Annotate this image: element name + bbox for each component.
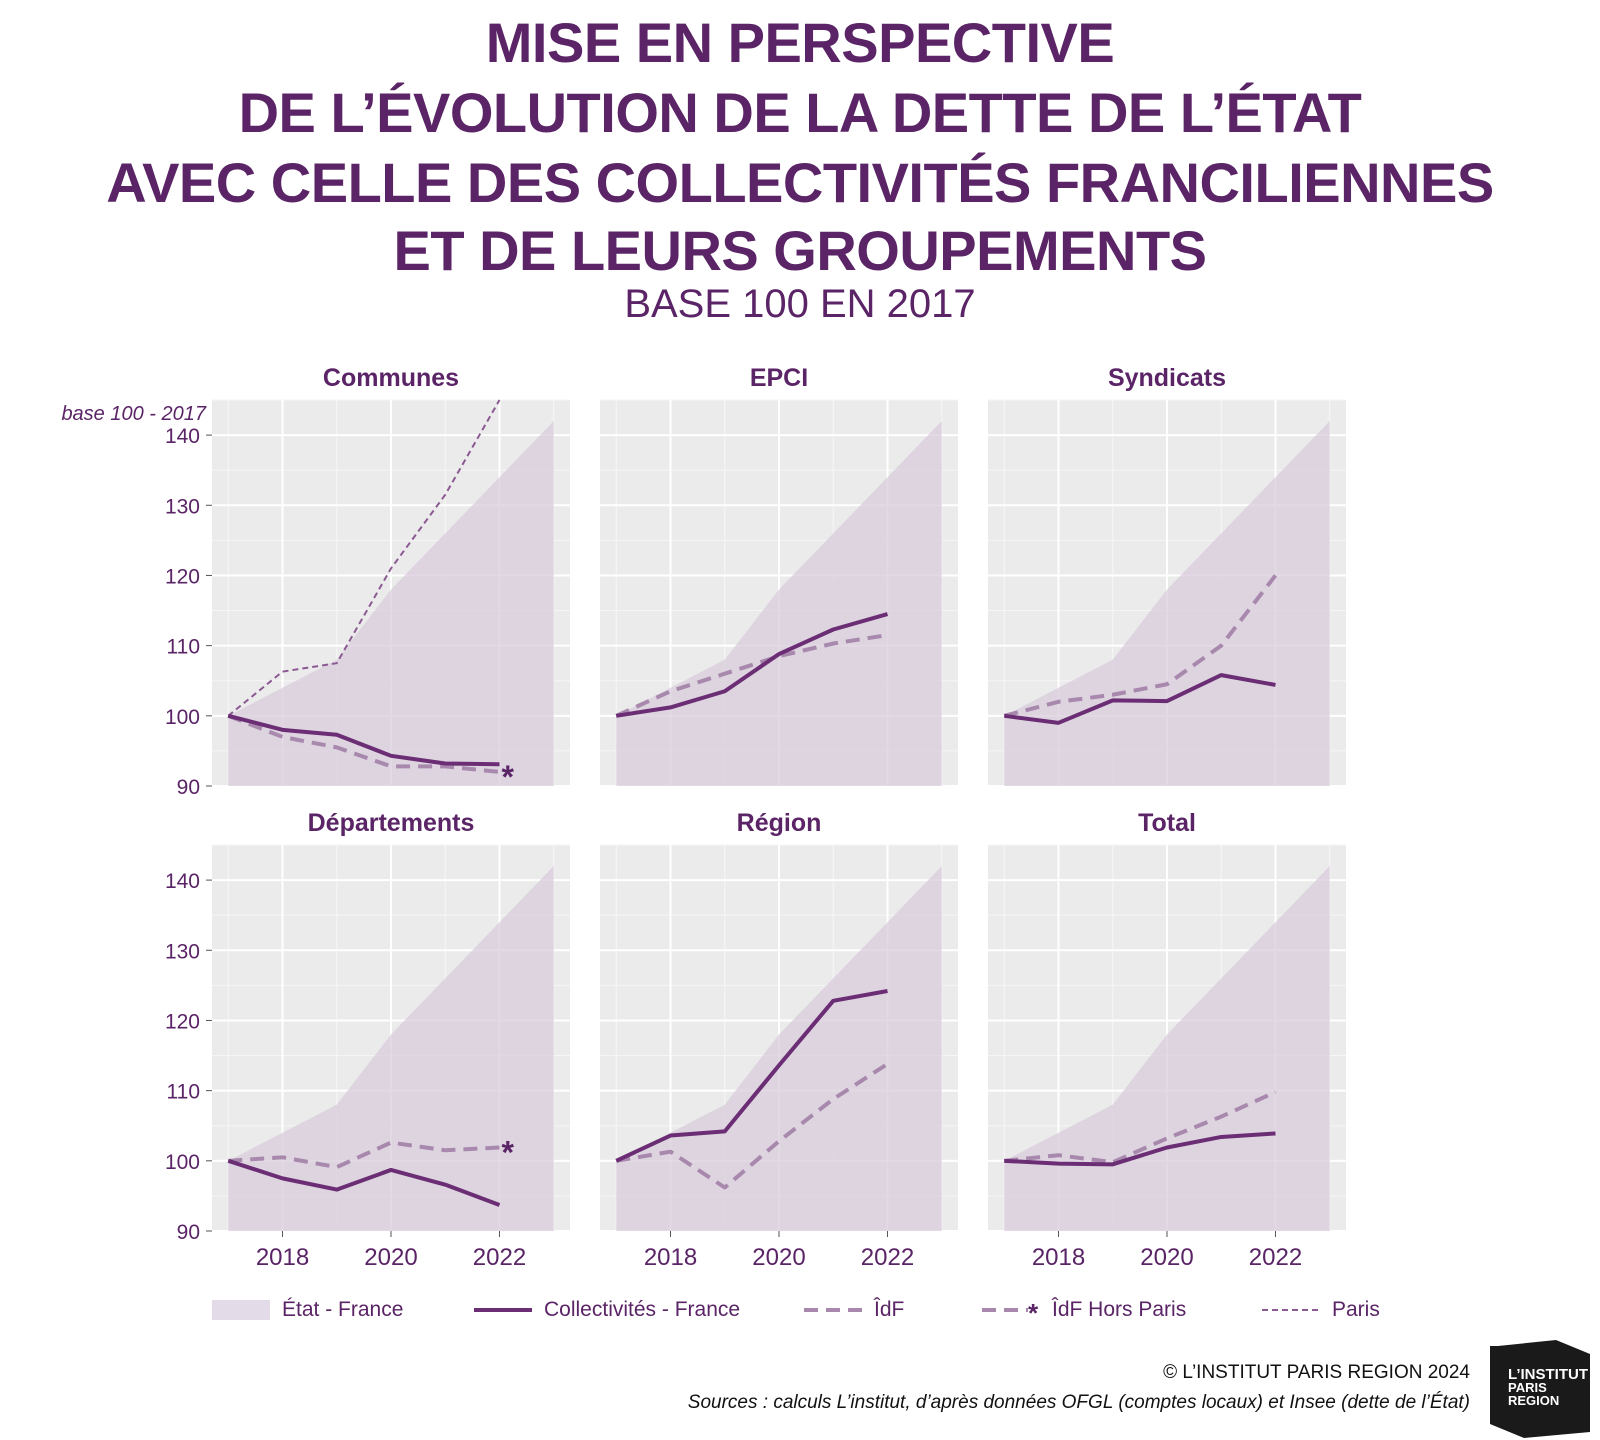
y-tick-label: 130 [165, 495, 200, 518]
x-tick-label: 2020 [364, 1244, 417, 1271]
collectivites-france-line [227, 1158, 501, 1207]
legend-swatch-idf [804, 1308, 862, 1312]
y-tick-label: 100 [165, 706, 200, 729]
idf-line [615, 633, 888, 718]
logo-line-3: REGION [1508, 1393, 1560, 1408]
idf-hors-paris-star-marker: * [501, 759, 514, 795]
y-tick-label: 120 [165, 565, 200, 588]
y-tick-label: 120 [165, 1010, 200, 1033]
collectivites-france-line [615, 612, 889, 718]
etat-france-area [1004, 421, 1330, 786]
panel-title: Communes [323, 364, 459, 392]
x-tick-label: 2022 [861, 1244, 914, 1271]
x-tick-label: 2018 [256, 1244, 309, 1271]
sources-note: Sources : calculs L’institut, d’après do… [687, 1392, 1470, 1413]
legend-label-idf: ÎdF [874, 1298, 905, 1321]
idf-hors-paris-line [227, 713, 500, 774]
etat-france-area [228, 866, 554, 1231]
panel-departements: * Départements 90 100 110 120 130 140 2018 2020 20… [165, 809, 570, 1271]
logo-line-2: PARIS [1508, 1380, 1547, 1395]
panel-syndicats: Syndicats [988, 364, 1346, 787]
y-tick-label: 140 [165, 870, 200, 893]
copyright: © L’INSTITUT PARIS REGION 2024 [1163, 1362, 1470, 1383]
paris-line [227, 399, 501, 717]
title-line-1: MISE EN PERSPECTIVE [485, 11, 1115, 74]
logo-line-1: L’INSTITUT [1508, 1366, 1588, 1383]
legend-swatch-paris [1262, 1309, 1320, 1311]
idf-line [1004, 1090, 1277, 1165]
panel-total: Total 2018 2020 2022 [988, 809, 1346, 1271]
title-line-2: DE L’ÉVOLUTION DE LA DETTE DE L’ÉTAT [238, 81, 1362, 144]
y-axis-label: base 100 - 2017 [61, 403, 206, 425]
x-tick-label: 2020 [752, 1244, 805, 1271]
idf-line [615, 1062, 889, 1190]
panel-title: Syndicats [1108, 364, 1226, 392]
etat-france-area [616, 421, 942, 786]
legend-item-collectivites: Collectivités - France [474, 1298, 740, 1322]
idf-hors-paris-star-marker: * [501, 1134, 514, 1170]
y-tick-label: 100 [165, 1151, 200, 1174]
legend-label-collectivites: Collectivités - France [544, 1298, 741, 1321]
legend-item-etat: État - France [212, 1298, 403, 1322]
panel-epci: EPCI [600, 364, 958, 787]
legend-swatch-idf-hors-paris: * [982, 1298, 1039, 1322]
panel-region: Région 2018 2020 2022 [600, 809, 958, 1271]
legend-label-idf-hors-paris: ÎdF Hors Paris [1052, 1298, 1187, 1321]
title-line-4: ET DE LEURS GROUPEMENTS [393, 219, 1207, 282]
y-tick-label: 90 [177, 776, 200, 799]
y-tick-label: 110 [167, 636, 200, 659]
y-tick-label: 140 [165, 425, 200, 448]
idf-line [1003, 574, 1278, 718]
etat-france-area [1004, 866, 1330, 1231]
legend-swatch-collectivites [474, 1308, 532, 1312]
logo-text: L’INSTITUT PARIS REGION [1508, 1366, 1588, 1408]
x-tick-label: 2018 [644, 1244, 697, 1271]
legend-item-idf-hors-paris: * ÎdF Hors Paris [982, 1298, 1186, 1322]
title-line-3: AVEC CELLE DES COLLECTIVITÉS FRANCILIENN… [106, 151, 1494, 214]
panel-title: Départements [308, 809, 475, 837]
etat-france-area [228, 421, 554, 786]
legend-swatch-etat [212, 1300, 270, 1320]
collectivites-france-line [615, 989, 888, 1163]
panel-title: Région [737, 809, 822, 837]
collectivites-france-line [1004, 673, 1276, 725]
x-tick-label: 2020 [1140, 1244, 1193, 1271]
y-tick-label: 110 [167, 1081, 200, 1104]
x-tick-label: 2018 [1032, 1244, 1085, 1271]
legend-item-paris: Paris [1262, 1298, 1380, 1322]
legend-label-etat: État - France [282, 1298, 404, 1321]
x-tick-label: 2022 [473, 1244, 526, 1271]
svg-text:*: * [1028, 1298, 1039, 1322]
collectivites-france-line [1004, 1131, 1276, 1167]
panel-title: Total [1138, 809, 1196, 837]
institut-logo [1490, 1340, 1590, 1438]
chart-subtitle: BASE 100 EN 2017 [624, 282, 976, 326]
y-tick-label: 130 [165, 940, 200, 963]
x-tick-label: 2022 [1249, 1244, 1302, 1271]
legend-item-idf: ÎdF [804, 1298, 904, 1322]
etat-france-area [616, 866, 942, 1231]
panel-title: EPCI [750, 364, 808, 392]
legend-label-paris: Paris [1332, 1298, 1380, 1321]
y-tick-label: 90 [177, 1221, 200, 1244]
idf-hors-paris-line [228, 1140, 500, 1170]
collectivites-france-line [227, 713, 500, 767]
